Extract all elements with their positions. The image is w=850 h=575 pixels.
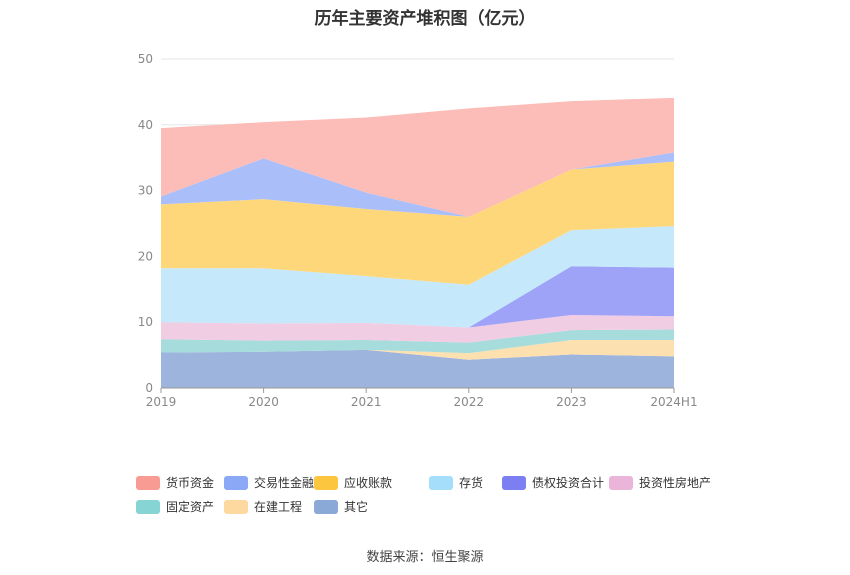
- x-tick-label: 2023: [556, 395, 587, 409]
- area-series-投资性房地产: [161, 314, 674, 343]
- area-series-其它: [161, 349, 674, 388]
- legend-label: 货币资金: [166, 476, 215, 490]
- legend-label: 在建工程: [254, 500, 303, 514]
- legend-swatch: [502, 475, 526, 490]
- legend-swatch: [429, 475, 453, 490]
- area-series-存货: [161, 226, 674, 328]
- x-tick-label: 2019: [146, 395, 177, 409]
- legend-swatch: [136, 475, 160, 490]
- legend-item[interactable]: 固定资产: [136, 498, 214, 515]
- chart-title: 历年主要资产堆积图（亿元）: [314, 9, 536, 29]
- area-series-在建工程: [161, 339, 674, 360]
- legend-item[interactable]: 在建工程: [224, 498, 302, 515]
- legend-label: 固定资产: [166, 500, 215, 514]
- area-series-应收账款: [161, 161, 674, 285]
- legend-label: 应收账款: [344, 476, 393, 490]
- area-series-货币资金: [161, 97, 674, 217]
- legend-label: 债权投资合计: [532, 476, 605, 490]
- legend-item[interactable]: 货币资金: [136, 474, 214, 491]
- legend-label: 投资性房地产: [639, 476, 712, 490]
- x-tick-label: 2020: [248, 395, 279, 409]
- x-tick-label: 2022: [454, 395, 485, 409]
- legend-swatch: [609, 475, 633, 490]
- legend-swatch: [224, 499, 248, 514]
- legend-swatch: [136, 499, 160, 514]
- legend-item[interactable]: 债权投资合计: [502, 474, 604, 491]
- y-tick-label: 10: [138, 315, 153, 329]
- legend-swatch: [314, 499, 338, 514]
- legend-swatch: [314, 475, 338, 490]
- x-tick-label: 2024H1: [650, 395, 697, 409]
- y-tick-label: 20: [138, 249, 153, 263]
- area-series-group: [161, 97, 674, 388]
- data-source-note: 数据来源：恒生聚源: [366, 550, 484, 565]
- x-tick-label: 2021: [351, 395, 382, 409]
- axes: 0 10 20 30 40 50 2019 2020 2021 2022 2023 2024H1: [138, 52, 698, 409]
- legend-item[interactable]: 存货: [429, 474, 483, 491]
- legend-label: 其它: [344, 500, 369, 514]
- y-tick-label: 50: [138, 52, 153, 66]
- legend-item[interactable]: 其它: [314, 498, 368, 515]
- legend-item[interactable]: 应收账款: [314, 474, 392, 491]
- legend-swatch: [224, 475, 248, 490]
- legend-label: 存货: [459, 476, 484, 490]
- legend-item[interactable]: 投资性房地产: [609, 474, 711, 491]
- area-series-固定资产: [161, 329, 674, 354]
- y-tick-label: 30: [138, 184, 153, 198]
- area-series-交易性金融资产: [161, 152, 674, 217]
- area-series-债权投资合计: [161, 266, 674, 328]
- y-tick-label: 40: [138, 118, 153, 132]
- y-tick-label: 0: [145, 381, 153, 395]
